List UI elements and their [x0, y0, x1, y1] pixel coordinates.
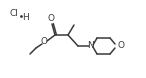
Text: O: O — [117, 41, 124, 50]
Text: N: N — [88, 41, 94, 50]
Text: H: H — [22, 13, 29, 22]
Text: O: O — [47, 14, 54, 23]
Text: O: O — [40, 38, 47, 46]
Text: Cl: Cl — [10, 9, 19, 17]
